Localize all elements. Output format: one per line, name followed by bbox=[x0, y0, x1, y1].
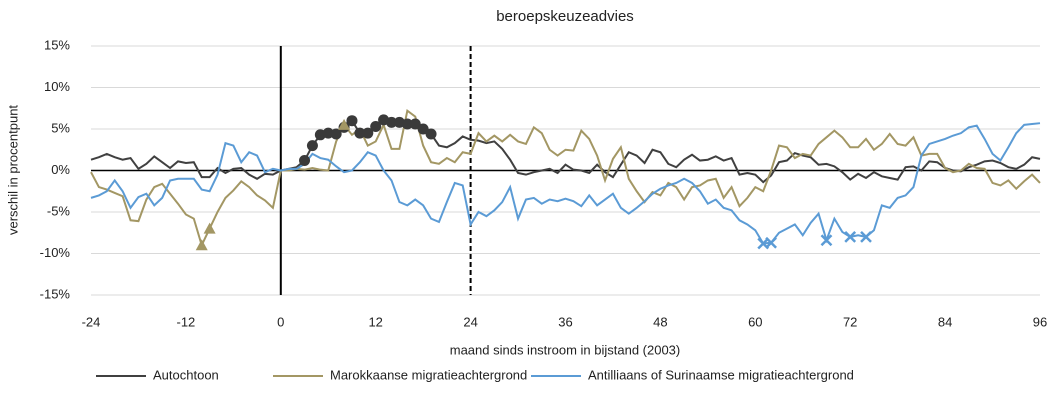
x-tick-label: 96 bbox=[1033, 314, 1047, 329]
y-tick-label: 10% bbox=[44, 79, 70, 94]
y-tick-label: 0% bbox=[51, 162, 70, 177]
x-tick-label: 72 bbox=[843, 314, 857, 329]
y-tick-label: -15% bbox=[40, 286, 71, 301]
legend-label: Marokkaanse migratieachtergrond bbox=[330, 367, 527, 382]
x-tick-label: 36 bbox=[558, 314, 572, 329]
marker bbox=[338, 118, 351, 130]
x-tick-label: 24 bbox=[463, 314, 477, 329]
marker bbox=[844, 231, 857, 243]
marker bbox=[386, 116, 398, 128]
chart-title: beroepskeuzeadvies bbox=[496, 8, 634, 25]
marker bbox=[203, 222, 216, 234]
marker bbox=[195, 239, 208, 251]
y-tick-label: -5% bbox=[47, 203, 71, 218]
x-tick-label: 84 bbox=[938, 314, 952, 329]
marker bbox=[409, 118, 421, 130]
marker bbox=[820, 234, 833, 247]
marker bbox=[860, 231, 872, 243]
marker bbox=[322, 127, 334, 139]
data-line bbox=[90, 118, 1041, 184]
marker bbox=[362, 127, 374, 139]
x-tick-label: 60 bbox=[748, 314, 762, 329]
data-line bbox=[90, 109, 1041, 248]
marker bbox=[306, 140, 318, 152]
x-tick-label: 0 bbox=[277, 314, 284, 329]
x-tick-label: -12 bbox=[177, 314, 196, 329]
marker bbox=[330, 128, 342, 140]
legend-label: Autochtoon bbox=[153, 367, 219, 382]
y-tick-label: -10% bbox=[40, 245, 71, 260]
legend-label: Antilliaans of Surinaamse migratieachter… bbox=[588, 367, 854, 382]
x-tick-label: 12 bbox=[368, 314, 382, 329]
marker bbox=[765, 236, 778, 249]
marker bbox=[417, 123, 429, 135]
data-line bbox=[90, 122, 1041, 245]
x-tick-label: -24 bbox=[82, 314, 101, 329]
x-axis-label: maand sinds instroom in bijstand (2003) bbox=[450, 342, 681, 357]
y-axis-label: verschil in procentpunt bbox=[5, 105, 20, 235]
y-tick-label: 15% bbox=[44, 37, 70, 52]
marker bbox=[299, 155, 311, 167]
marker bbox=[354, 127, 366, 139]
marker bbox=[425, 128, 437, 140]
x-tick-label: 48 bbox=[653, 314, 667, 329]
y-tick-label: 5% bbox=[51, 120, 70, 135]
marker bbox=[346, 115, 358, 127]
marker bbox=[401, 118, 413, 130]
marker bbox=[370, 121, 382, 133]
